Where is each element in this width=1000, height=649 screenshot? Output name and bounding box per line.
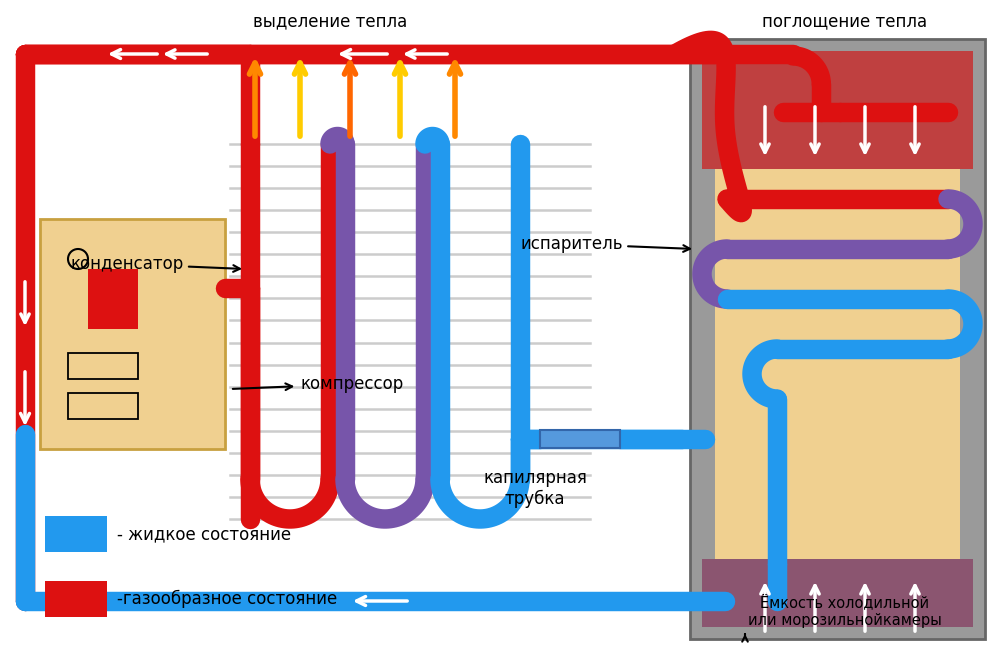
Text: капилярная
трубка: капилярная трубка <box>483 469 587 508</box>
FancyBboxPatch shape <box>690 39 985 639</box>
Text: выделение тепла: выделение тепла <box>253 12 407 30</box>
Text: конденсатор: конденсатор <box>70 255 240 273</box>
Text: поглощение тепла: поглощение тепла <box>762 12 928 30</box>
FancyBboxPatch shape <box>540 430 620 448</box>
Text: испаритель: испаритель <box>520 235 690 253</box>
FancyBboxPatch shape <box>45 581 107 617</box>
FancyBboxPatch shape <box>715 169 960 559</box>
FancyBboxPatch shape <box>40 219 225 449</box>
Text: Ёмкость холодильной
или морозильнойкамеры: Ёмкость холодильной или морозильнойкамер… <box>748 594 942 628</box>
FancyBboxPatch shape <box>88 269 138 329</box>
FancyBboxPatch shape <box>702 559 973 627</box>
Text: -газообразное состояние: -газообразное состояние <box>117 590 337 608</box>
Text: компрессор: компрессор <box>233 375 403 393</box>
Text: - жидкое состояние: - жидкое состояние <box>117 525 291 543</box>
FancyBboxPatch shape <box>45 516 107 552</box>
FancyBboxPatch shape <box>702 51 973 169</box>
